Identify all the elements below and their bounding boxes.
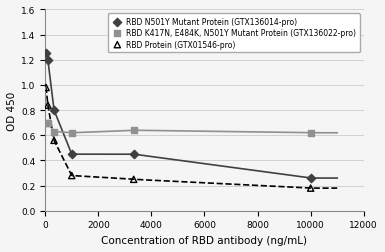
RBD K417N, E484K, N501Y Mutant Protein (GTX136022-pro) [69,131,75,135]
RBD N501Y Mutant Protein (GTX136014-pro) [131,152,137,156]
RBD K417N, E484K, N501Y Mutant Protein (GTX136022-pro) [51,130,57,134]
RBD K417N, E484K, N501Y Mutant Protein (GTX136022-pro) [43,121,49,125]
RBD Protein (GTX01546-pro) [51,139,57,143]
RBD N501Y Mutant Protein (GTX136014-pro) [45,58,51,62]
RBD N501Y Mutant Protein (GTX136014-pro) [43,52,49,56]
RBD Protein (GTX01546-pro) [43,86,49,90]
RBD K417N, E484K, N501Y Mutant Protein (GTX136022-pro) [45,121,51,125]
RBD K417N, E484K, N501Y Mutant Protein (GTX136022-pro) [131,129,137,133]
X-axis label: Concentration of RBD antibody (ng/mL): Concentration of RBD antibody (ng/mL) [102,235,308,245]
RBD Protein (GTX01546-pro) [308,186,314,191]
RBD Protein (GTX01546-pro) [45,104,51,108]
RBD K417N, E484K, N501Y Mutant Protein (GTX136022-pro) [308,131,314,135]
RBD N501Y Mutant Protein (GTX136014-pro) [51,109,57,113]
Legend: RBD N501Y Mutant Protein (GTX136014-pro), RBD K417N, E484K, N501Y Mutant Protein: RBD N501Y Mutant Protein (GTX136014-pro)… [108,14,360,53]
RBD N501Y Mutant Protein (GTX136014-pro) [69,152,75,156]
RBD Protein (GTX01546-pro) [131,178,137,182]
Y-axis label: OD 450: OD 450 [7,91,17,130]
RBD Protein (GTX01546-pro) [69,174,75,178]
RBD N501Y Mutant Protein (GTX136014-pro) [308,176,314,180]
